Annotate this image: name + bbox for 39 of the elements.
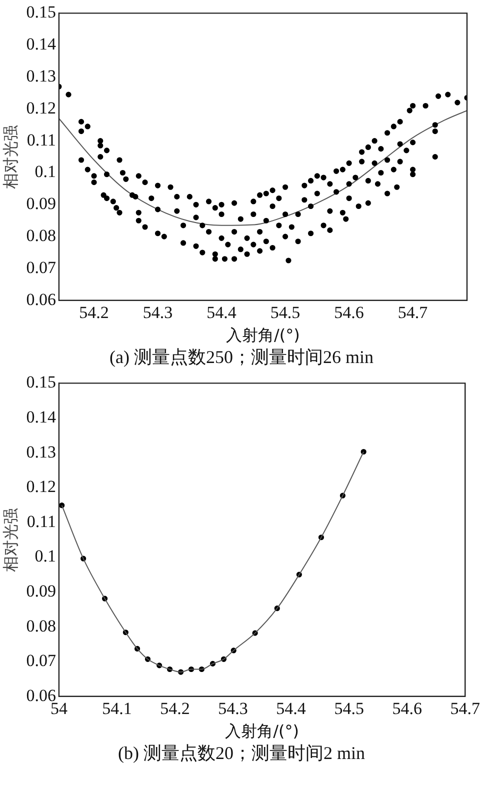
y-tick-label: 0.08 [26, 616, 56, 636]
y-tick-label: 0.08 [26, 226, 56, 246]
y-tick-label: 0.07 [26, 258, 56, 277]
x-tick-label: 54.6 [392, 699, 422, 718]
y-tick-label: 0.12 [26, 98, 56, 118]
y-tick-label: 0.11 [26, 512, 56, 531]
y-axis-title: 相对光强 [0, 124, 20, 189]
y-tick-label: 0.14 [26, 407, 56, 426]
text: (b) 测量点数20；测量时间2 min [117, 742, 366, 765]
x-tick-label: 54.3 [218, 699, 248, 718]
x-tick-label: 54.2 [79, 303, 109, 322]
x-tick-label: 54.6 [334, 303, 364, 322]
line-series [58, 110, 467, 226]
y-tick-label: 0.15 [26, 372, 56, 392]
y-tick-label: 0.07 [26, 651, 56, 670]
x-tick-label: 54.5 [334, 699, 364, 718]
y-tick-label: 0.11 [26, 130, 56, 150]
y-tick-label: 0.06 [26, 290, 56, 309]
x-tick-label: 54.4 [276, 699, 306, 718]
y-tick-label: 0.09 [26, 581, 56, 600]
y-tick-label: 0.12 [26, 477, 56, 496]
y-axis-title: 相对光强 [0, 508, 20, 572]
x-tick-label: 54.5 [270, 303, 300, 322]
y-tick-label: 0.14 [26, 34, 56, 54]
y-tick-label: 0.09 [26, 194, 56, 214]
x-tick-label: 54.7 [450, 699, 480, 718]
y-tick-label: 0.13 [26, 442, 56, 462]
x-axis-title: 入射角/(°) [225, 722, 299, 741]
x-tick-label: 54.4 [206, 303, 237, 322]
x-tick-label: 54.3 [142, 303, 173, 322]
y-tick-label: 0.15 [26, 2, 56, 22]
x-tick-label: 54.2 [160, 699, 190, 718]
x-tick-label: 54.1 [102, 699, 132, 718]
y-tick-label: 0.1 [34, 546, 56, 566]
y-tick-label: 0.13 [26, 66, 56, 86]
x-axis-title: 入射角/(°) [226, 326, 300, 345]
y-tick-label: 0.1 [34, 162, 56, 182]
x-tick-label: 54.7 [398, 303, 428, 322]
text: (a) 测量点数250；测量时间26 min [108, 346, 374, 369]
